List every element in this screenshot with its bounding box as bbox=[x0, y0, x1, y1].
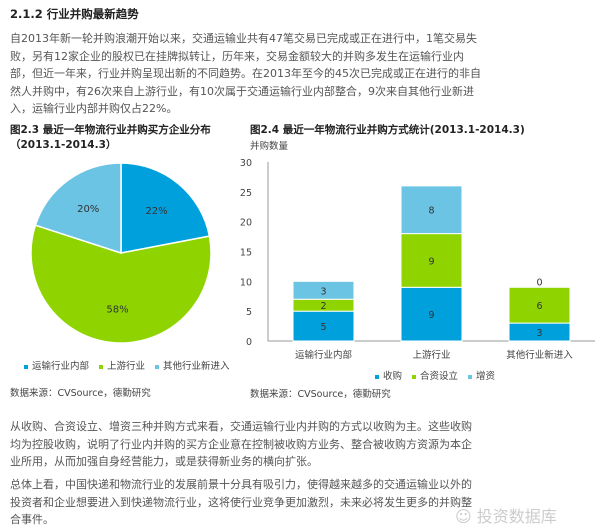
bar-value-label: 3 bbox=[536, 328, 542, 339]
watermark: ☺ 投资数据库 bbox=[455, 508, 557, 526]
pie-subtitle: （2013.1-2014.3） bbox=[10, 139, 117, 151]
bar-segment bbox=[292, 280, 355, 300]
pie-label: 22% bbox=[145, 206, 167, 217]
bar-value-label: 5 bbox=[320, 322, 326, 333]
text-line: 业所用，从而加强自身经营能力，或是获得新业务的横向扩张。 bbox=[10, 455, 318, 468]
bar-legend: 收购 合资设立 增资 bbox=[375, 368, 505, 382]
legend-label: 上游行业 bbox=[107, 361, 146, 372]
legend-item: 合资设立 bbox=[412, 371, 458, 382]
pie-title: 图2.3 最近一年物流行业并购买方企业分布 bbox=[10, 124, 211, 136]
bar-segment bbox=[400, 286, 463, 342]
legend-item: 收购 bbox=[375, 371, 402, 382]
legend-swatch bbox=[468, 374, 473, 379]
bar-value-label: 2 bbox=[320, 301, 326, 312]
text-line: 部，但近一年来，行业并购呈现出新的不同趋势。在2013年至今的45次已完成或正在… bbox=[10, 67, 481, 80]
pie-slice bbox=[34, 162, 122, 255]
text-line: 总体上看，中国快递和物流行业的发展前景十分具有吸引力，使得越来越多的交通运输业以… bbox=[10, 478, 472, 491]
wechat-icon: ☺ bbox=[455, 507, 472, 526]
pie-legend: 运输行业内部 上游行业 其他行业新进入 bbox=[24, 358, 240, 372]
y-tick-label: 5 bbox=[246, 307, 252, 318]
bar-value-label: 3 bbox=[320, 286, 326, 297]
pie-source: 数据来源：CVSource，德勤研究 bbox=[10, 388, 151, 399]
bar-segment bbox=[508, 286, 571, 324]
text-line: 投资者和企业想要进入到快递物流行业，这将使行业竞争更加激烈，未来必将发生更多的并… bbox=[10, 495, 472, 509]
legend-swatch bbox=[24, 364, 28, 369]
x-tick-label: 上游行业 bbox=[412, 349, 450, 361]
legend-item: 上游行业 bbox=[99, 361, 145, 372]
y-tick-label: 30 bbox=[240, 158, 252, 169]
pie-label: 58% bbox=[106, 305, 128, 316]
bar-source: 数据来源：CVSource，德勤研究 bbox=[250, 389, 391, 400]
watermark-text: 投资数据库 bbox=[476, 507, 557, 526]
pie-chart: 22% 58% 20% bbox=[30, 162, 212, 344]
legend-item: 增资 bbox=[468, 371, 495, 382]
x-tick-label: 其他行业新进入 bbox=[506, 349, 573, 361]
bar-value-label: 0 bbox=[536, 277, 542, 288]
text-line: 入，运输行业内部并购仅占22%。 bbox=[10, 102, 178, 115]
bar-title: 图2.4 最近一年物流行业并购方式统计(2013.1-2014.3) bbox=[250, 124, 525, 136]
legend-swatch bbox=[412, 374, 417, 379]
legend-label: 增资 bbox=[476, 371, 496, 382]
text-line: 合事件。 bbox=[10, 513, 54, 526]
y-tick-label: 10 bbox=[240, 277, 252, 288]
legend-label: 其他行业新进入 bbox=[163, 361, 230, 372]
y-tick-label: 15 bbox=[240, 248, 252, 259]
legend-swatch bbox=[375, 374, 379, 379]
legend-item: 运输行业内部 bbox=[24, 361, 89, 372]
section-title: 2.1.2 行业并购最新趋势 bbox=[10, 7, 139, 21]
legend-label: 合资设立 bbox=[420, 371, 459, 382]
pie-slice bbox=[30, 224, 212, 344]
bar-value-label: 9 bbox=[428, 310, 434, 321]
legend-swatch bbox=[155, 364, 160, 369]
bar-value-label: 6 bbox=[536, 301, 542, 312]
x-tick-label: 运输行业内部 bbox=[295, 349, 352, 361]
text-line: 自2013年新一轮并购浪潮开始以来，交通运输业共有47笔交易已完成或正在进行中，… bbox=[10, 32, 477, 45]
y-tick-label: 20 bbox=[240, 218, 252, 229]
bar-value-label: 9 bbox=[428, 256, 434, 267]
bar-value-label: 8 bbox=[428, 206, 434, 217]
legend-label: 收购 bbox=[383, 371, 403, 382]
bar-ylabel: 并购数量 bbox=[250, 141, 289, 152]
pie-slice bbox=[120, 162, 211, 254]
text-line: 均为控股收购，说明了行业内并购的买方企业意在控制被收购方业务、整合被收购方资源为… bbox=[10, 437, 472, 451]
legend-item: 其他行业新进入 bbox=[155, 361, 230, 372]
text-line: 从收购、合资设立、增资三种并购方式来看，交通运输行业内并购的方式以收购为主。这些… bbox=[10, 420, 472, 433]
legend-label: 运输行业内部 bbox=[32, 361, 90, 372]
text-line: 然人并购中，有26次来自上游行业，有10次属于交通运输行业内部整合，9次来自其他… bbox=[10, 84, 474, 98]
y-tick-label: 0 bbox=[246, 337, 252, 348]
pie-label: 20% bbox=[77, 204, 99, 215]
legend-swatch bbox=[99, 364, 104, 369]
bar-segment bbox=[400, 185, 463, 235]
bar-chart: 0 5 10 15 20 25 30 5 2 3 运输行业内部 9 9 8 上游行业 3 6 0 其他行业新进入 bbox=[240, 158, 595, 361]
text-line: 败，另有12家企业的股权已在挂牌拟转让，历年来，交易金额较大的并购多发生在运输行… bbox=[10, 49, 464, 63]
y-tick-label: 25 bbox=[240, 188, 252, 199]
